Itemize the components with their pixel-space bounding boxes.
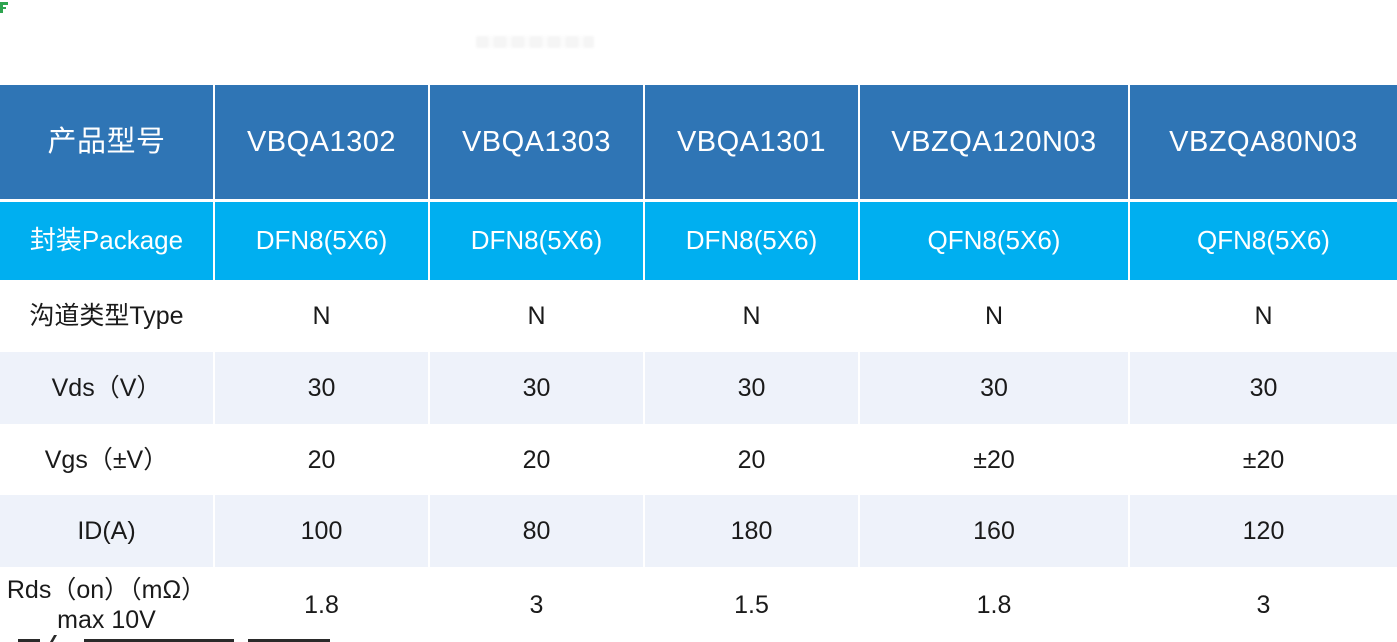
spec-value: 1.5 <box>645 567 860 642</box>
spec-value: 100 <box>215 495 430 567</box>
spec-value: 30 <box>860 352 1130 424</box>
spec-value: N <box>645 280 860 352</box>
header-cell-product-model: 产品型号 <box>0 85 215 202</box>
spec-value: ±20 <box>1130 424 1397 495</box>
header-cell-part-4: VBZQA120N03 <box>860 85 1130 202</box>
spec-value: N <box>1130 280 1397 352</box>
spec-value: 20 <box>430 424 645 495</box>
spec-row-label-rds-on: Rds（on）（mΩ）max 10V <box>0 567 215 642</box>
spec-row-label-channel-type: 沟道类型Type <box>0 280 215 352</box>
spec-value: 20 <box>215 424 430 495</box>
header-cell-part-2: VBQA1303 <box>430 85 645 202</box>
green-corner-mark <box>0 2 9 13</box>
spec-value: 3 <box>430 567 645 642</box>
package-cell: DFN8(5X6) <box>645 202 860 280</box>
spec-value: 30 <box>215 352 430 424</box>
spec-value: N <box>860 280 1130 352</box>
spec-value: 80 <box>430 495 645 567</box>
spec-value: 20 <box>645 424 860 495</box>
package-cell: DFN8(5X6) <box>430 202 645 280</box>
faint-watermark <box>476 36 594 48</box>
cutoff-text-fragment <box>84 639 234 642</box>
spec-value: 1.8 <box>860 567 1130 642</box>
spec-value: 30 <box>1130 352 1397 424</box>
spec-row-label-id: ID(A) <box>0 495 215 567</box>
spec-value: N <box>215 280 430 352</box>
spec-value: 120 <box>1130 495 1397 567</box>
product-spec-table: 产品型号 VBQA1302 VBQA1303 VBQA1301 VBZQA120… <box>0 85 1397 642</box>
spec-value: N <box>430 280 645 352</box>
header-cell-part-5: VBZQA80N03 <box>1130 85 1397 202</box>
cutoff-text-fragment <box>248 639 330 642</box>
spec-value: ±20 <box>860 424 1130 495</box>
spec-value: 180 <box>645 495 860 567</box>
spec-value: 160 <box>860 495 1130 567</box>
spec-value: 30 <box>645 352 860 424</box>
header-cell-part-3: VBQA1301 <box>645 85 860 202</box>
spec-row-label-vds: Vds（V） <box>0 352 215 424</box>
cutoff-text-fragment <box>18 639 40 642</box>
spec-value: 30 <box>430 352 645 424</box>
header-cell-part-1: VBQA1302 <box>215 85 430 202</box>
spec-value: 1.8 <box>215 567 430 642</box>
package-cell: DFN8(5X6) <box>215 202 430 280</box>
package-cell: QFN8(5X6) <box>860 202 1130 280</box>
package-cell: QFN8(5X6) <box>1130 202 1397 280</box>
spec-value: 3 <box>1130 567 1397 642</box>
package-row-label: 封装Package <box>0 202 215 280</box>
spec-row-label-vgs: Vgs（±V） <box>0 424 215 495</box>
